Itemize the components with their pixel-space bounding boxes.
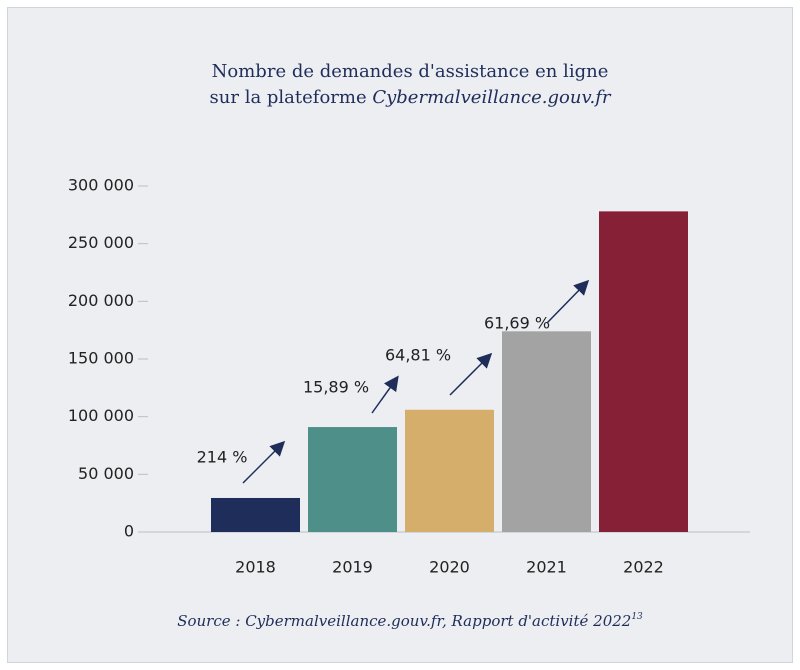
x-tick-label: 2022 <box>623 558 664 577</box>
bar <box>502 331 591 532</box>
bar <box>599 211 688 532</box>
arrow <box>546 279 590 324</box>
x-tick-label: 2018 <box>235 558 276 577</box>
y-tick-label: 300 000 <box>68 176 134 195</box>
bar <box>211 497 300 532</box>
y-tick-label: 100 000 <box>68 406 134 425</box>
y-tick-label: 150 000 <box>68 349 134 368</box>
chart-title: sur la plateforme <box>210 87 373 108</box>
annotation: 214 % <box>197 448 248 467</box>
arrow <box>449 352 493 396</box>
source-note: 13 <box>631 612 643 622</box>
y-tick-label: 250 000 <box>68 233 134 252</box>
y-tick-label: 50 000 <box>78 464 134 483</box>
arrow <box>242 440 286 484</box>
y-tick-label: 0 <box>124 522 134 541</box>
source: Source : Cybermalveillance.gouv.fr, Rapp… <box>177 612 643 631</box>
source: Source : Cybermalveillance.gouv.fr, Rapp… <box>177 612 631 630</box>
chart-title: Nombre de demandes d'assistance en ligne <box>212 61 609 82</box>
x-tick-label: 2019 <box>332 558 373 577</box>
x-tick-label: 2021 <box>526 558 567 577</box>
bar <box>308 427 397 532</box>
arrow <box>371 375 399 414</box>
chart-title: sur la plateforme Cybermalveillance.gouv… <box>210 87 612 108</box>
annotation: 15,89 % <box>303 378 369 397</box>
y-tick-label: 200 000 <box>68 291 134 310</box>
chart-title: Cybermalveillance.gouv.fr <box>372 87 612 108</box>
bar <box>405 409 494 532</box>
annotation: 64,81 % <box>385 346 451 365</box>
x-tick-label: 2020 <box>429 558 470 577</box>
annotation: 61,69 % <box>484 314 550 333</box>
